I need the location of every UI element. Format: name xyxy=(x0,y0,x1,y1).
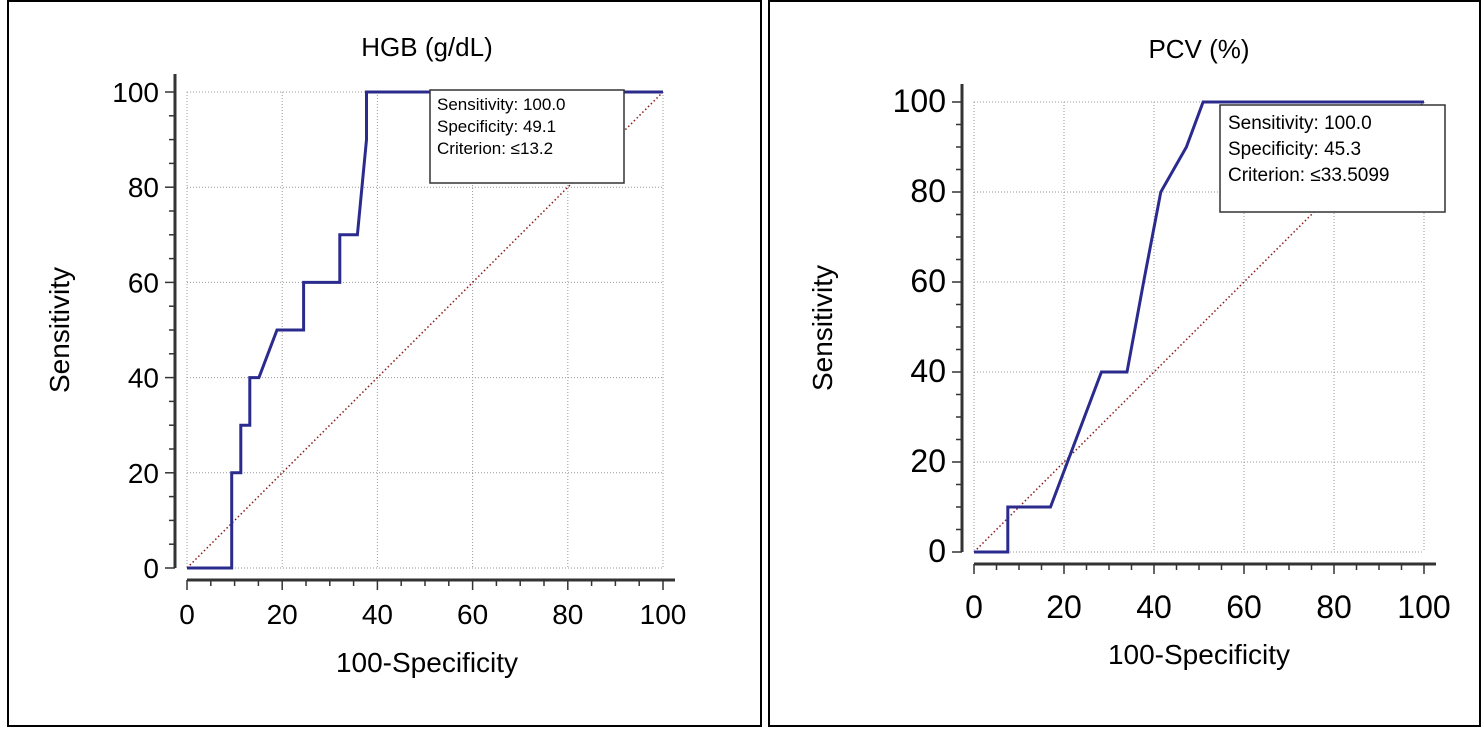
x-tick-label: 80 xyxy=(1316,589,1352,625)
chart-title: PCV (%) xyxy=(1148,34,1249,64)
x-tick-label: 100 xyxy=(1397,589,1450,625)
criterion-info-text: Sensitivity: 100.0 xyxy=(1228,113,1372,134)
hgb-roc-chart: HGB (g/dL) 0 20 40 60 80 100 0 20 40 60 80 100 100-Sp… xyxy=(44,32,687,678)
criterion-info-text: Sensitivity: 100.0 xyxy=(437,95,566,114)
y-tick-label: 100 xyxy=(893,83,946,119)
criterion-info-box xyxy=(429,89,625,184)
y-tick-label: 100 xyxy=(112,77,159,108)
y-tick-label: 80 xyxy=(910,173,946,209)
y-tick-label: 60 xyxy=(128,267,159,298)
criterion-info-box xyxy=(1219,104,1446,213)
y-tick-label: 80 xyxy=(128,172,159,203)
criterion-info-text: Specificity: 45.3 xyxy=(1228,139,1361,160)
y-tick-label: 40 xyxy=(910,353,946,389)
criterion-info-text: Criterion: ≤33.5099 xyxy=(1228,165,1389,186)
pcv-chart-panel: PCV (%) 0 20 40 60 80 100 0 20 40 60 80 100 100-Speci… xyxy=(768,0,1481,727)
x-tick-label: 40 xyxy=(362,599,393,630)
x-tick-label: 100 xyxy=(640,599,687,630)
x-tick-label: 0 xyxy=(179,599,195,630)
y-tick-label: 40 xyxy=(128,363,159,394)
x-tick-label: 40 xyxy=(1136,589,1172,625)
hgb-chart-panel: HGB (g/dL) 0 20 40 60 80 100 0 20 40 60 80 100 100-Sp… xyxy=(7,0,762,727)
x-axis-label: 100-Specificity xyxy=(336,647,518,678)
y-tick-label: 20 xyxy=(910,443,946,479)
x-tick-label: 80 xyxy=(552,599,583,630)
y-axis-label: Sensitivity xyxy=(44,267,75,393)
chart-title: HGB (g/dL) xyxy=(361,32,493,62)
y-axis-label: Sensitivity xyxy=(807,265,838,391)
x-tick-label: 20 xyxy=(267,599,298,630)
x-axis-label: 100-Specificity xyxy=(1108,639,1290,670)
x-tick-label: 20 xyxy=(1046,589,1082,625)
x-tick-label: 60 xyxy=(1226,589,1262,625)
y-tick-label: 20 xyxy=(128,458,159,489)
pcv-roc-chart: PCV (%) 0 20 40 60 80 100 0 20 40 60 80 100 100-Speci… xyxy=(807,34,1451,670)
x-tick-label: 0 xyxy=(965,589,983,625)
roc-curve-line xyxy=(974,100,1424,554)
y-tick-label: 60 xyxy=(910,263,946,299)
roc-curve-line xyxy=(187,90,663,570)
y-tick-label: 0 xyxy=(928,533,946,569)
y-tick-label: 0 xyxy=(143,553,159,584)
criterion-info-text: Criterion: ≤13.2 xyxy=(437,139,553,158)
criterion-info-text: Specificity: 49.1 xyxy=(437,117,556,136)
x-tick-label: 60 xyxy=(457,599,488,630)
